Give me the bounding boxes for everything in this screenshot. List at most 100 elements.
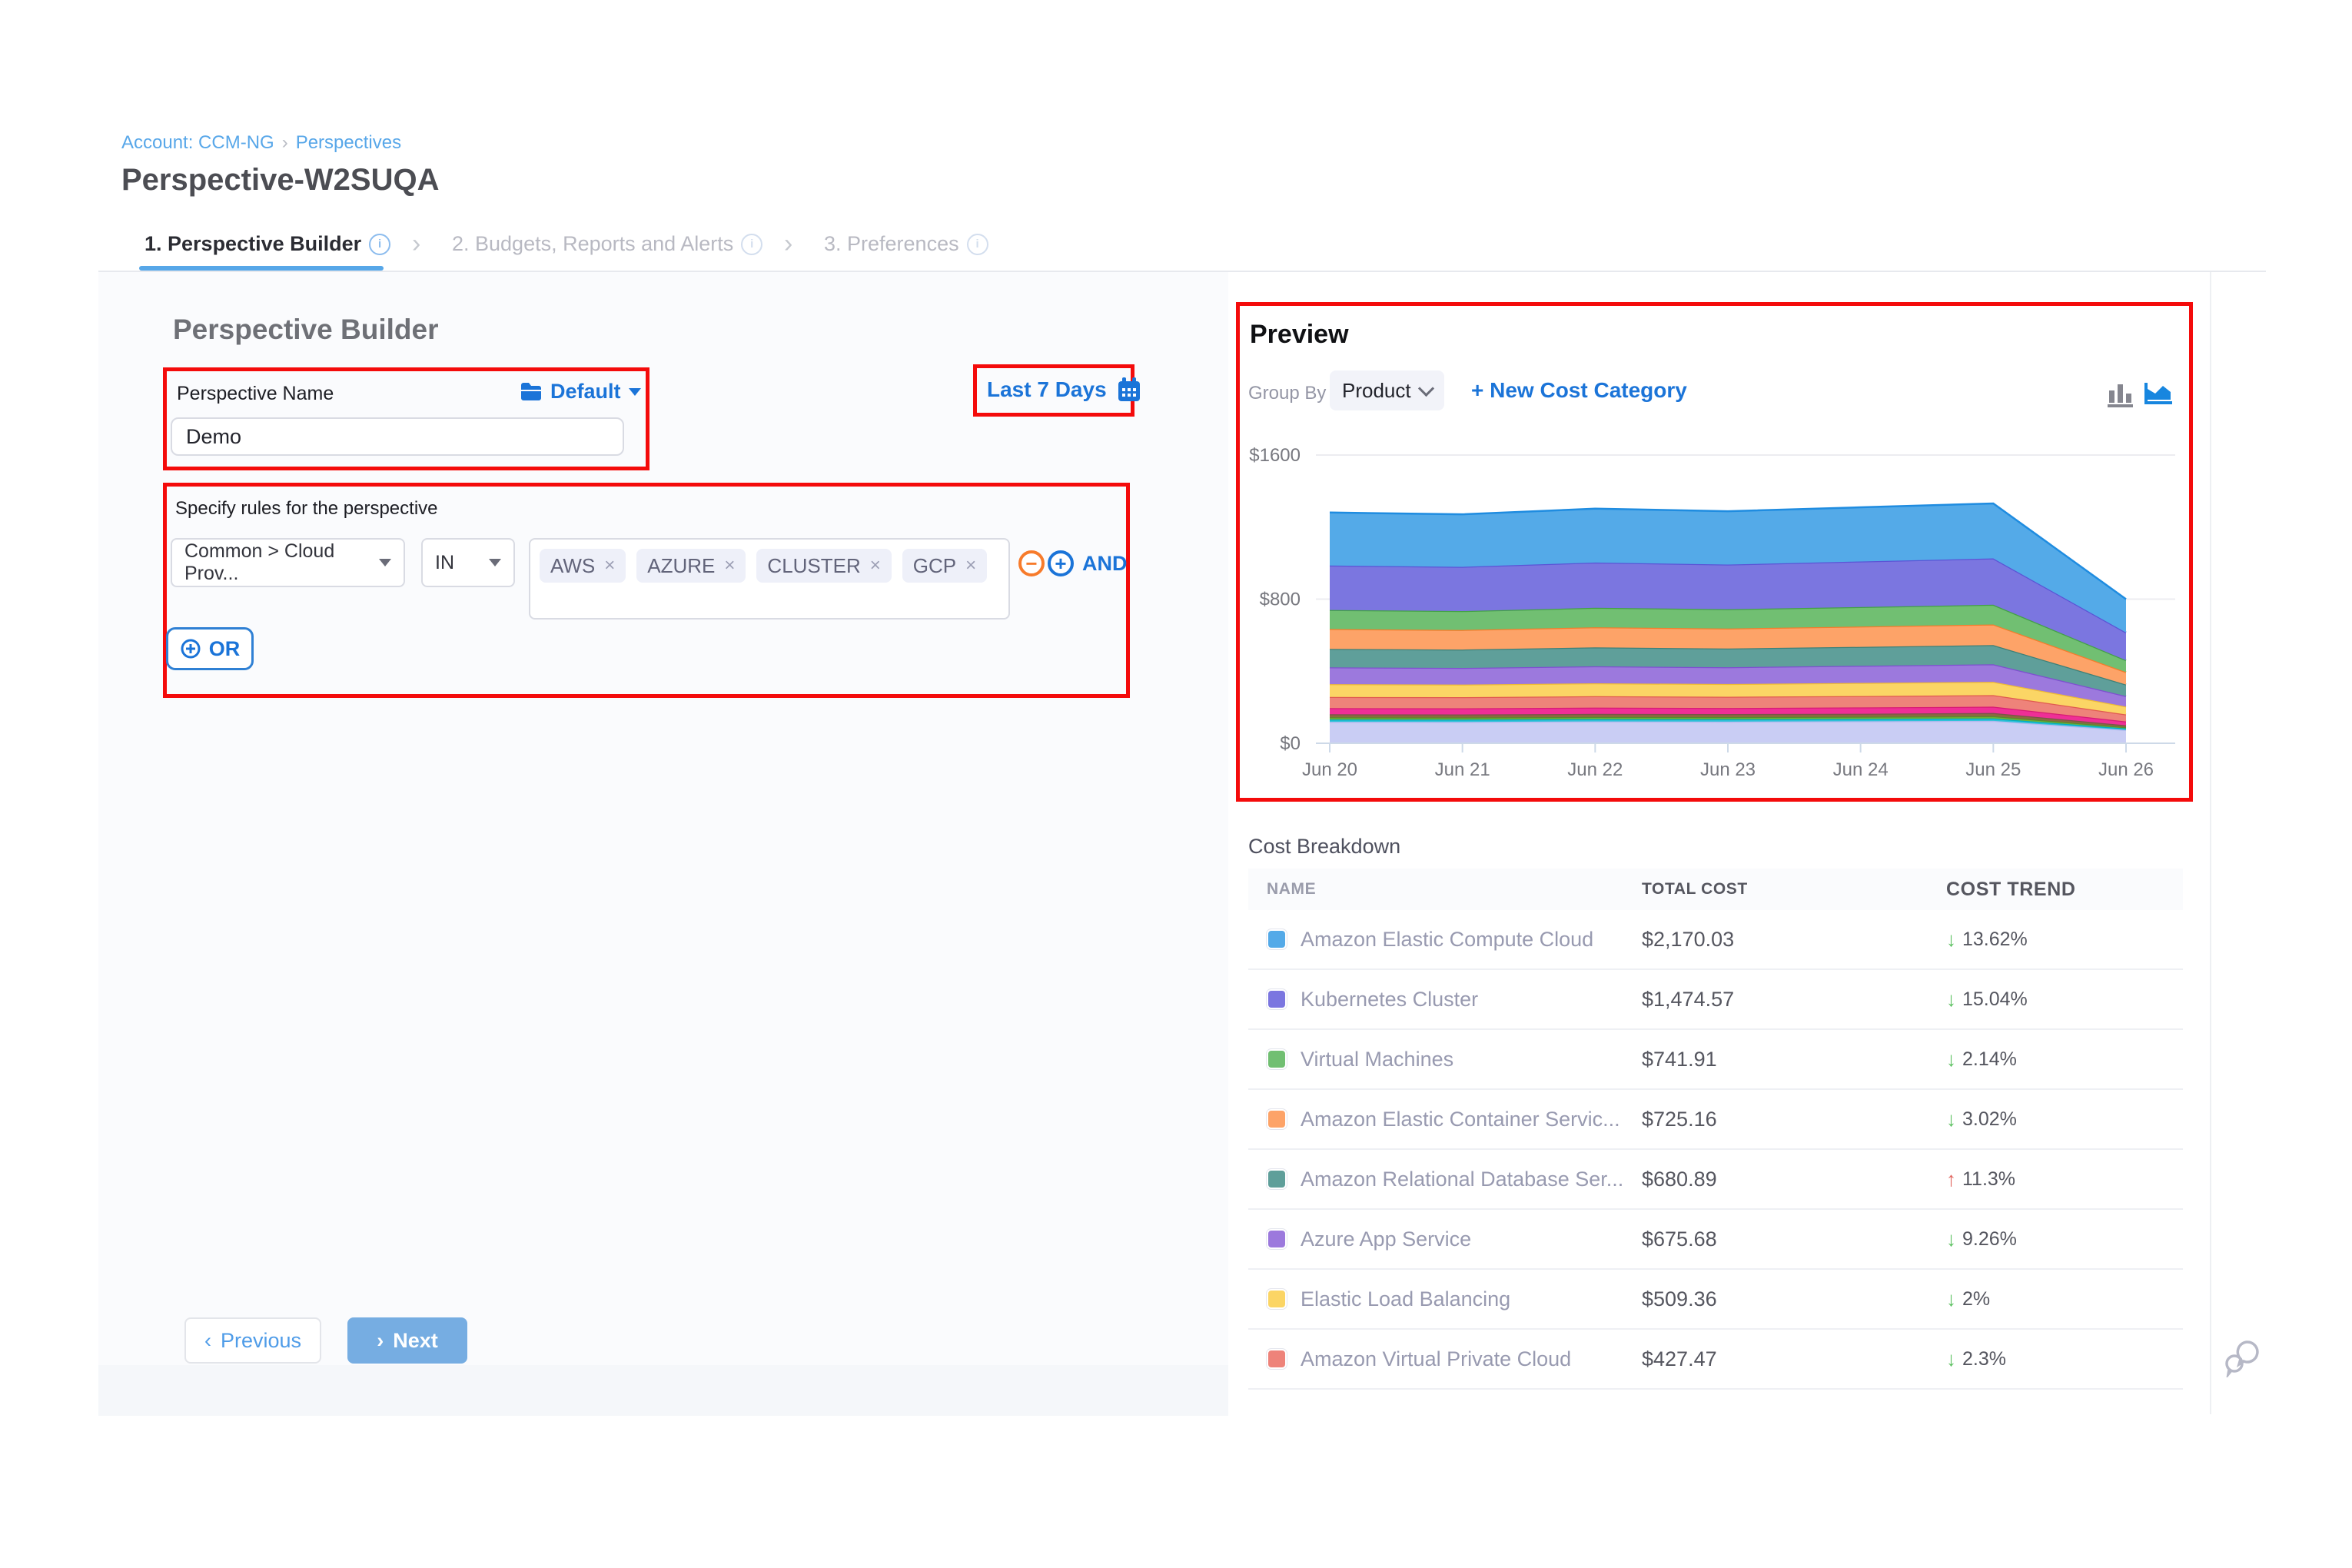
- add-rule-button[interactable]: +: [1048, 550, 1074, 576]
- row-product-name[interactable]: Amazon Virtual Private Cloud: [1301, 1347, 1572, 1370]
- chevron-down-icon: [489, 559, 501, 566]
- chip-label: GCP: [912, 553, 957, 577]
- perspective-name-input[interactable]: Demo: [171, 417, 624, 456]
- group-by-label: Group By: [1248, 383, 1327, 404]
- table-row[interactable]: Amazon Elastic Container Servic... $725.1…: [1248, 1090, 2183, 1150]
- row-total-cost: $2,170.03: [1642, 927, 1735, 951]
- or-button[interactable]: OR: [166, 627, 254, 670]
- chevron-down-icon: [628, 387, 641, 396]
- row-cost-trend: ↓ 2%: [1946, 1287, 1991, 1311]
- row-total-cost: $725.16: [1642, 1107, 1717, 1131]
- remove-rule-button[interactable]: −: [1018, 550, 1045, 576]
- rule-value-chip: AWS ×: [540, 549, 626, 583]
- svg-text:Jun 21: Jun 21: [1435, 759, 1490, 780]
- chevron-left-icon: ‹: [204, 1328, 211, 1352]
- table-row[interactable]: Amazon Virtual Private Cloud $427.47 ↓ 2.3%: [1248, 1330, 2183, 1390]
- chevron-right-icon: ›: [412, 229, 421, 258]
- bar-chart-toggle-icon[interactable]: [2106, 380, 2135, 410]
- next-button[interactable]: › Next: [347, 1317, 467, 1364]
- trend-down-icon: ↓: [1946, 1347, 1956, 1370]
- svg-text:Jun 20: Jun 20: [1302, 759, 1357, 780]
- column-header-total-cost: TOTAL COST: [1642, 880, 1748, 898]
- previous-button[interactable]: ‹ Previous: [184, 1317, 321, 1364]
- row-cost-trend: ↓ 9.26%: [1946, 1227, 2017, 1251]
- tab-bar: 1. Perspective Builder i › 2. Budgets, R…: [98, 223, 2266, 272]
- tab-preferences[interactable]: 3. Preferences i: [824, 232, 988, 256]
- row-product-name[interactable]: Virtual Machines: [1301, 1047, 1454, 1071]
- row-cost-trend: ↓ 2.3%: [1946, 1347, 2006, 1370]
- rule-values-box[interactable]: AWS × AZURE × CLUSTER × GCP ×: [529, 538, 1010, 620]
- trend-down-icon: ↓: [1946, 1287, 1956, 1311]
- date-range-selector[interactable]: Last 7 Days: [987, 377, 1142, 403]
- cost-preview-chart[interactable]: $0 $800 $1600 Jun 20 Jun 21 Jun 22 Jun 23 Jun 2…: [1236, 430, 2193, 807]
- breadcrumb-perspectives-link[interactable]: Perspectives: [295, 132, 402, 153]
- row-total-cost: $1,474.57: [1642, 987, 1735, 1011]
- svg-text:Jun 23: Jun 23: [1700, 759, 1756, 780]
- area-chart-toggle-icon[interactable]: [2143, 377, 2177, 410]
- previous-label: Previous: [220, 1328, 302, 1352]
- perspective-name-label: Perspective Name: [177, 383, 334, 404]
- row-product-name[interactable]: Amazon Relational Database Ser...: [1301, 1167, 1624, 1191]
- row-product-name[interactable]: Azure App Service: [1301, 1227, 1472, 1251]
- rule-field-dropdown[interactable]: Common > Cloud Prov...: [171, 538, 405, 587]
- row-product-name[interactable]: Elastic Load Balancing: [1301, 1287, 1511, 1311]
- row-cost-trend: ↓ 3.02%: [1946, 1107, 2017, 1131]
- column-header-cost-trend: COST TREND: [1946, 878, 2076, 900]
- row-total-cost: $509.36: [1642, 1287, 1717, 1311]
- series-color-swatch: [1266, 929, 1287, 950]
- rule-field-value: Common > Cloud Prov...: [184, 540, 335, 584]
- chat-help-icon[interactable]: [2224, 1337, 2264, 1377]
- or-label: OR: [208, 636, 241, 660]
- table-row[interactable]: Amazon Elastic Compute Cloud $2,170.03 ↓ 13…: [1248, 910, 2183, 970]
- row-product-name[interactable]: Kubernetes Cluster: [1301, 987, 1479, 1011]
- rule-operator-value: IN: [435, 551, 454, 573]
- svg-text:Jun 22: Jun 22: [1567, 759, 1623, 780]
- tab-label: 3. Preferences: [824, 232, 959, 255]
- column-header-name: NAME: [1267, 880, 1317, 898]
- row-total-cost: $680.89: [1642, 1167, 1717, 1191]
- chip-remove-icon[interactable]: ×: [869, 555, 881, 576]
- chip-label: AWS: [550, 553, 596, 577]
- cost-breakdown-heading: Cost Breakdown: [1248, 835, 1401, 858]
- info-icon[interactable]: i: [369, 233, 391, 255]
- page-title: Perspective-W2SUQA: [121, 163, 440, 197]
- table-row[interactable]: Kubernetes Cluster $1,474.57 ↓ 15.04%: [1248, 970, 2183, 1030]
- chip-remove-icon[interactable]: ×: [965, 555, 977, 576]
- series-color-swatch: [1266, 1048, 1287, 1070]
- table-row[interactable]: Azure App Service $675.68 ↓ 9.26%: [1248, 1210, 2183, 1270]
- breadcrumb: Account: CCM-NG › Perspectives: [121, 132, 401, 154]
- plus-circle-icon: [181, 639, 201, 659]
- breadcrumb-separator: ›: [281, 132, 288, 153]
- svg-text:$0: $0: [1280, 733, 1301, 754]
- info-icon[interactable]: i: [741, 233, 763, 255]
- group-by-value: Product: [1342, 378, 1411, 402]
- chevron-right-icon: ›: [377, 1328, 384, 1352]
- row-cost-trend: ↓ 2.14%: [1946, 1047, 2017, 1071]
- info-icon[interactable]: i: [966, 233, 988, 255]
- tab-budgets-reports-alerts[interactable]: 2. Budgets, Reports and Alerts i: [452, 232, 763, 256]
- svg-text:$800: $800: [1260, 590, 1301, 610]
- tab-perspective-builder[interactable]: 1. Perspective Builder i: [145, 232, 391, 256]
- table-row[interactable]: Elastic Load Balancing $509.36 ↓ 2%: [1248, 1270, 2183, 1330]
- rule-value-chip: GCP ×: [902, 549, 988, 583]
- chip-remove-icon[interactable]: ×: [604, 555, 616, 576]
- rule-value-chip: CLUSTER ×: [756, 549, 892, 583]
- row-total-cost: $427.47: [1642, 1347, 1717, 1370]
- trend-down-icon: ↓: [1946, 1107, 1956, 1131]
- new-cost-category-button[interactable]: + New Cost Category: [1471, 378, 1687, 402]
- default-folder-selector[interactable]: Default: [520, 380, 641, 404]
- and-label: AND: [1082, 552, 1128, 575]
- rule-operator-dropdown[interactable]: IN: [421, 538, 515, 587]
- row-product-name[interactable]: Amazon Elastic Container Servic...: [1301, 1107, 1620, 1131]
- series-color-swatch: [1266, 1348, 1287, 1370]
- chip-remove-icon[interactable]: ×: [724, 555, 736, 576]
- table-row[interactable]: Virtual Machines $741.91 ↓ 2.14%: [1248, 1030, 2183, 1090]
- tab-label: 1. Perspective Builder: [145, 232, 362, 255]
- breadcrumb-account-link[interactable]: Account: CCM-NG: [121, 132, 274, 153]
- row-cost-trend: ↑ 11.3%: [1946, 1167, 2016, 1191]
- series-color-swatch: [1266, 1288, 1287, 1310]
- chevron-down-icon: [379, 559, 391, 566]
- row-product-name[interactable]: Amazon Elastic Compute Cloud: [1301, 927, 1594, 951]
- group-by-dropdown[interactable]: Product: [1330, 370, 1444, 410]
- table-row[interactable]: Amazon Relational Database Ser... $680.89…: [1248, 1150, 2183, 1210]
